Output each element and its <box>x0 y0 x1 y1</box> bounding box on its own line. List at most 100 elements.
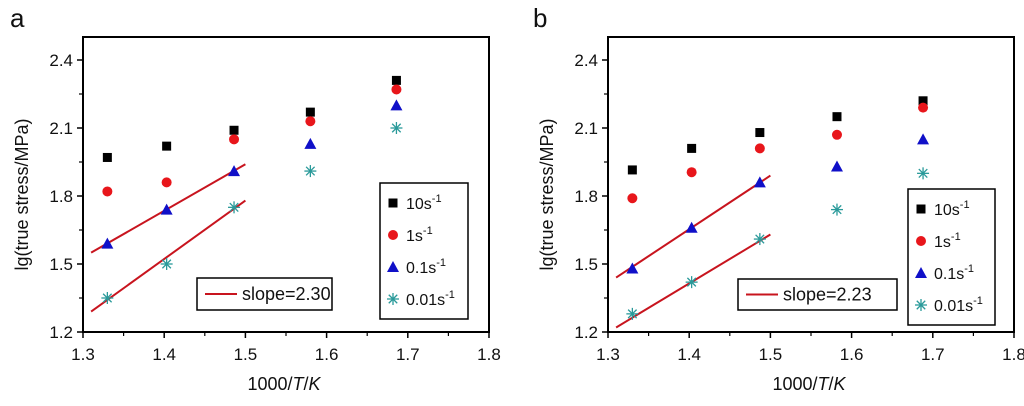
legend-entry-base: 10s <box>406 196 432 213</box>
legend-marker-star <box>915 299 927 311</box>
y-tick-label: 1.2 <box>574 323 598 342</box>
data-point-square <box>918 96 928 106</box>
legend-entry: 0.1s-1 <box>406 257 446 277</box>
data-point-circle <box>918 102 929 113</box>
data-point-triangle <box>626 262 639 274</box>
data-point-square <box>391 75 401 85</box>
legend-entry-base: 0.01s <box>934 298 973 315</box>
data-point-triangle <box>917 133 930 145</box>
data-point-triangle <box>685 221 698 233</box>
x-axis-title-part: T <box>818 374 831 394</box>
x-tick-label: 1.3 <box>596 345 620 364</box>
data-point-triangle <box>160 203 173 215</box>
legend: 10s-11s-10.1s-10.01s-1 <box>907 188 996 326</box>
x-tick-label: 1.4 <box>677 345 701 364</box>
y-tick-label: 1.5 <box>49 255 73 274</box>
data-point-star <box>228 201 241 214</box>
star-stroke <box>918 168 928 179</box>
star-stroke <box>161 259 172 269</box>
data-point-star <box>390 122 403 134</box>
legend-entry-base: 0.1s <box>406 260 436 277</box>
legend-entry-sup: -1 <box>432 193 442 205</box>
data-point-circle <box>391 84 402 95</box>
legend-entry-base: 0.1s <box>934 266 964 283</box>
legend-marker-circle <box>916 236 926 246</box>
star-stroke <box>627 309 638 319</box>
data-point-triangle <box>830 160 843 172</box>
data-point-circle <box>831 129 842 140</box>
data-point-triangle <box>753 176 766 188</box>
x-tick-label: 1.7 <box>396 345 420 364</box>
slope-legend: slope=2.30 <box>196 277 333 311</box>
legend-entry-base: 1s <box>406 228 423 245</box>
data-point-triangle <box>304 137 317 149</box>
slope-legend: slope=2.23 <box>737 278 898 311</box>
fit-line <box>90 199 246 313</box>
series-0.01s-1 <box>101 122 403 304</box>
x-tick-label: 1.8 <box>477 345 501 364</box>
data-point-square <box>102 152 112 162</box>
series-10s-1 <box>102 75 401 162</box>
x-tick-label: 1.3 <box>71 345 95 364</box>
legend-entry: 0.01s-1 <box>934 295 983 315</box>
slope-legend-text: slope=2.30 <box>242 284 331 304</box>
y-tick-label: 1.2 <box>49 323 73 342</box>
star-stroke <box>391 123 402 133</box>
legend-entry: 10s-1 <box>934 199 970 219</box>
series-1s-1 <box>627 102 929 204</box>
data-point-star <box>101 292 114 304</box>
data-point-square <box>832 112 842 122</box>
series-0.1s-1 <box>101 99 403 249</box>
x-axis-title: 1000/T/K <box>772 374 846 394</box>
data-point-star <box>626 307 639 320</box>
data-point-square <box>229 125 239 135</box>
star-stroke <box>755 234 765 244</box>
x-tick-label: 1.7 <box>921 345 945 364</box>
chart-panel-b: b 1.3 1.4 1.5 1.6 1.7 1.8 1.2 1.5 1.8 2.1 2.4 1000/T… <box>533 3 1024 394</box>
legend-entry: 1s-1 <box>406 225 433 245</box>
legend-entry-base: 0.01s <box>406 292 445 309</box>
star-stroke <box>305 166 316 176</box>
data-point-circle <box>102 186 113 197</box>
data-point-star <box>917 167 930 180</box>
legend-entry-sup: -1 <box>423 225 433 237</box>
x-tick-label: 1.5 <box>759 345 783 364</box>
series-10s-1 <box>627 96 928 175</box>
star-stroke <box>102 293 113 303</box>
data-point-circle <box>627 193 638 204</box>
legend-entry-sup: -1 <box>960 199 970 211</box>
legend-entry-sup: -1 <box>445 289 455 301</box>
panel-label: b <box>533 3 547 33</box>
x-tick-label: 1.8 <box>1002 345 1024 364</box>
data-point-square <box>755 128 765 138</box>
panel-label: a <box>10 3 25 33</box>
legend: 10s-11s-10.1s-10.01s-1 <box>379 182 469 320</box>
data-point-star <box>685 276 698 289</box>
x-tick-label: 1.6 <box>315 345 339 364</box>
x-axis-title-part: / <box>829 374 834 394</box>
x-axis-title-part: K <box>834 374 847 394</box>
data-point-star <box>160 258 173 270</box>
legend-entry-sup: -1 <box>964 263 974 275</box>
star-stroke <box>686 277 697 287</box>
chart-panel-a: a 1.3 1.4 1.5 1.6 1.7 1.8 1.2 1.5 1.8 2.1 2.4 1000/T… <box>10 3 501 394</box>
legend-marker-star <box>387 293 399 305</box>
series-0.1s-1 <box>626 133 930 274</box>
y-tick-label: 1.8 <box>49 187 73 206</box>
legend-entry-base: 1s <box>934 234 951 251</box>
data-point-circle <box>305 116 316 127</box>
y-tick-label: 2.4 <box>574 51 598 70</box>
data-point-star <box>304 165 317 178</box>
legend-entry: 0.1s-1 <box>934 263 974 283</box>
data-point-square <box>627 165 637 175</box>
x-axis-title-part: T <box>293 374 306 394</box>
x-axis-title: 1000/T/K <box>247 374 321 394</box>
legend-entry: 1s-1 <box>934 231 961 251</box>
legend-marker-triangle <box>387 261 399 272</box>
x-axis-title-part: / <box>304 374 309 394</box>
y-tick-label: 2.1 <box>574 119 598 138</box>
legend-marker-square <box>916 204 926 214</box>
data-point-triangle <box>228 165 241 177</box>
legend-marker-triangle <box>915 267 927 278</box>
